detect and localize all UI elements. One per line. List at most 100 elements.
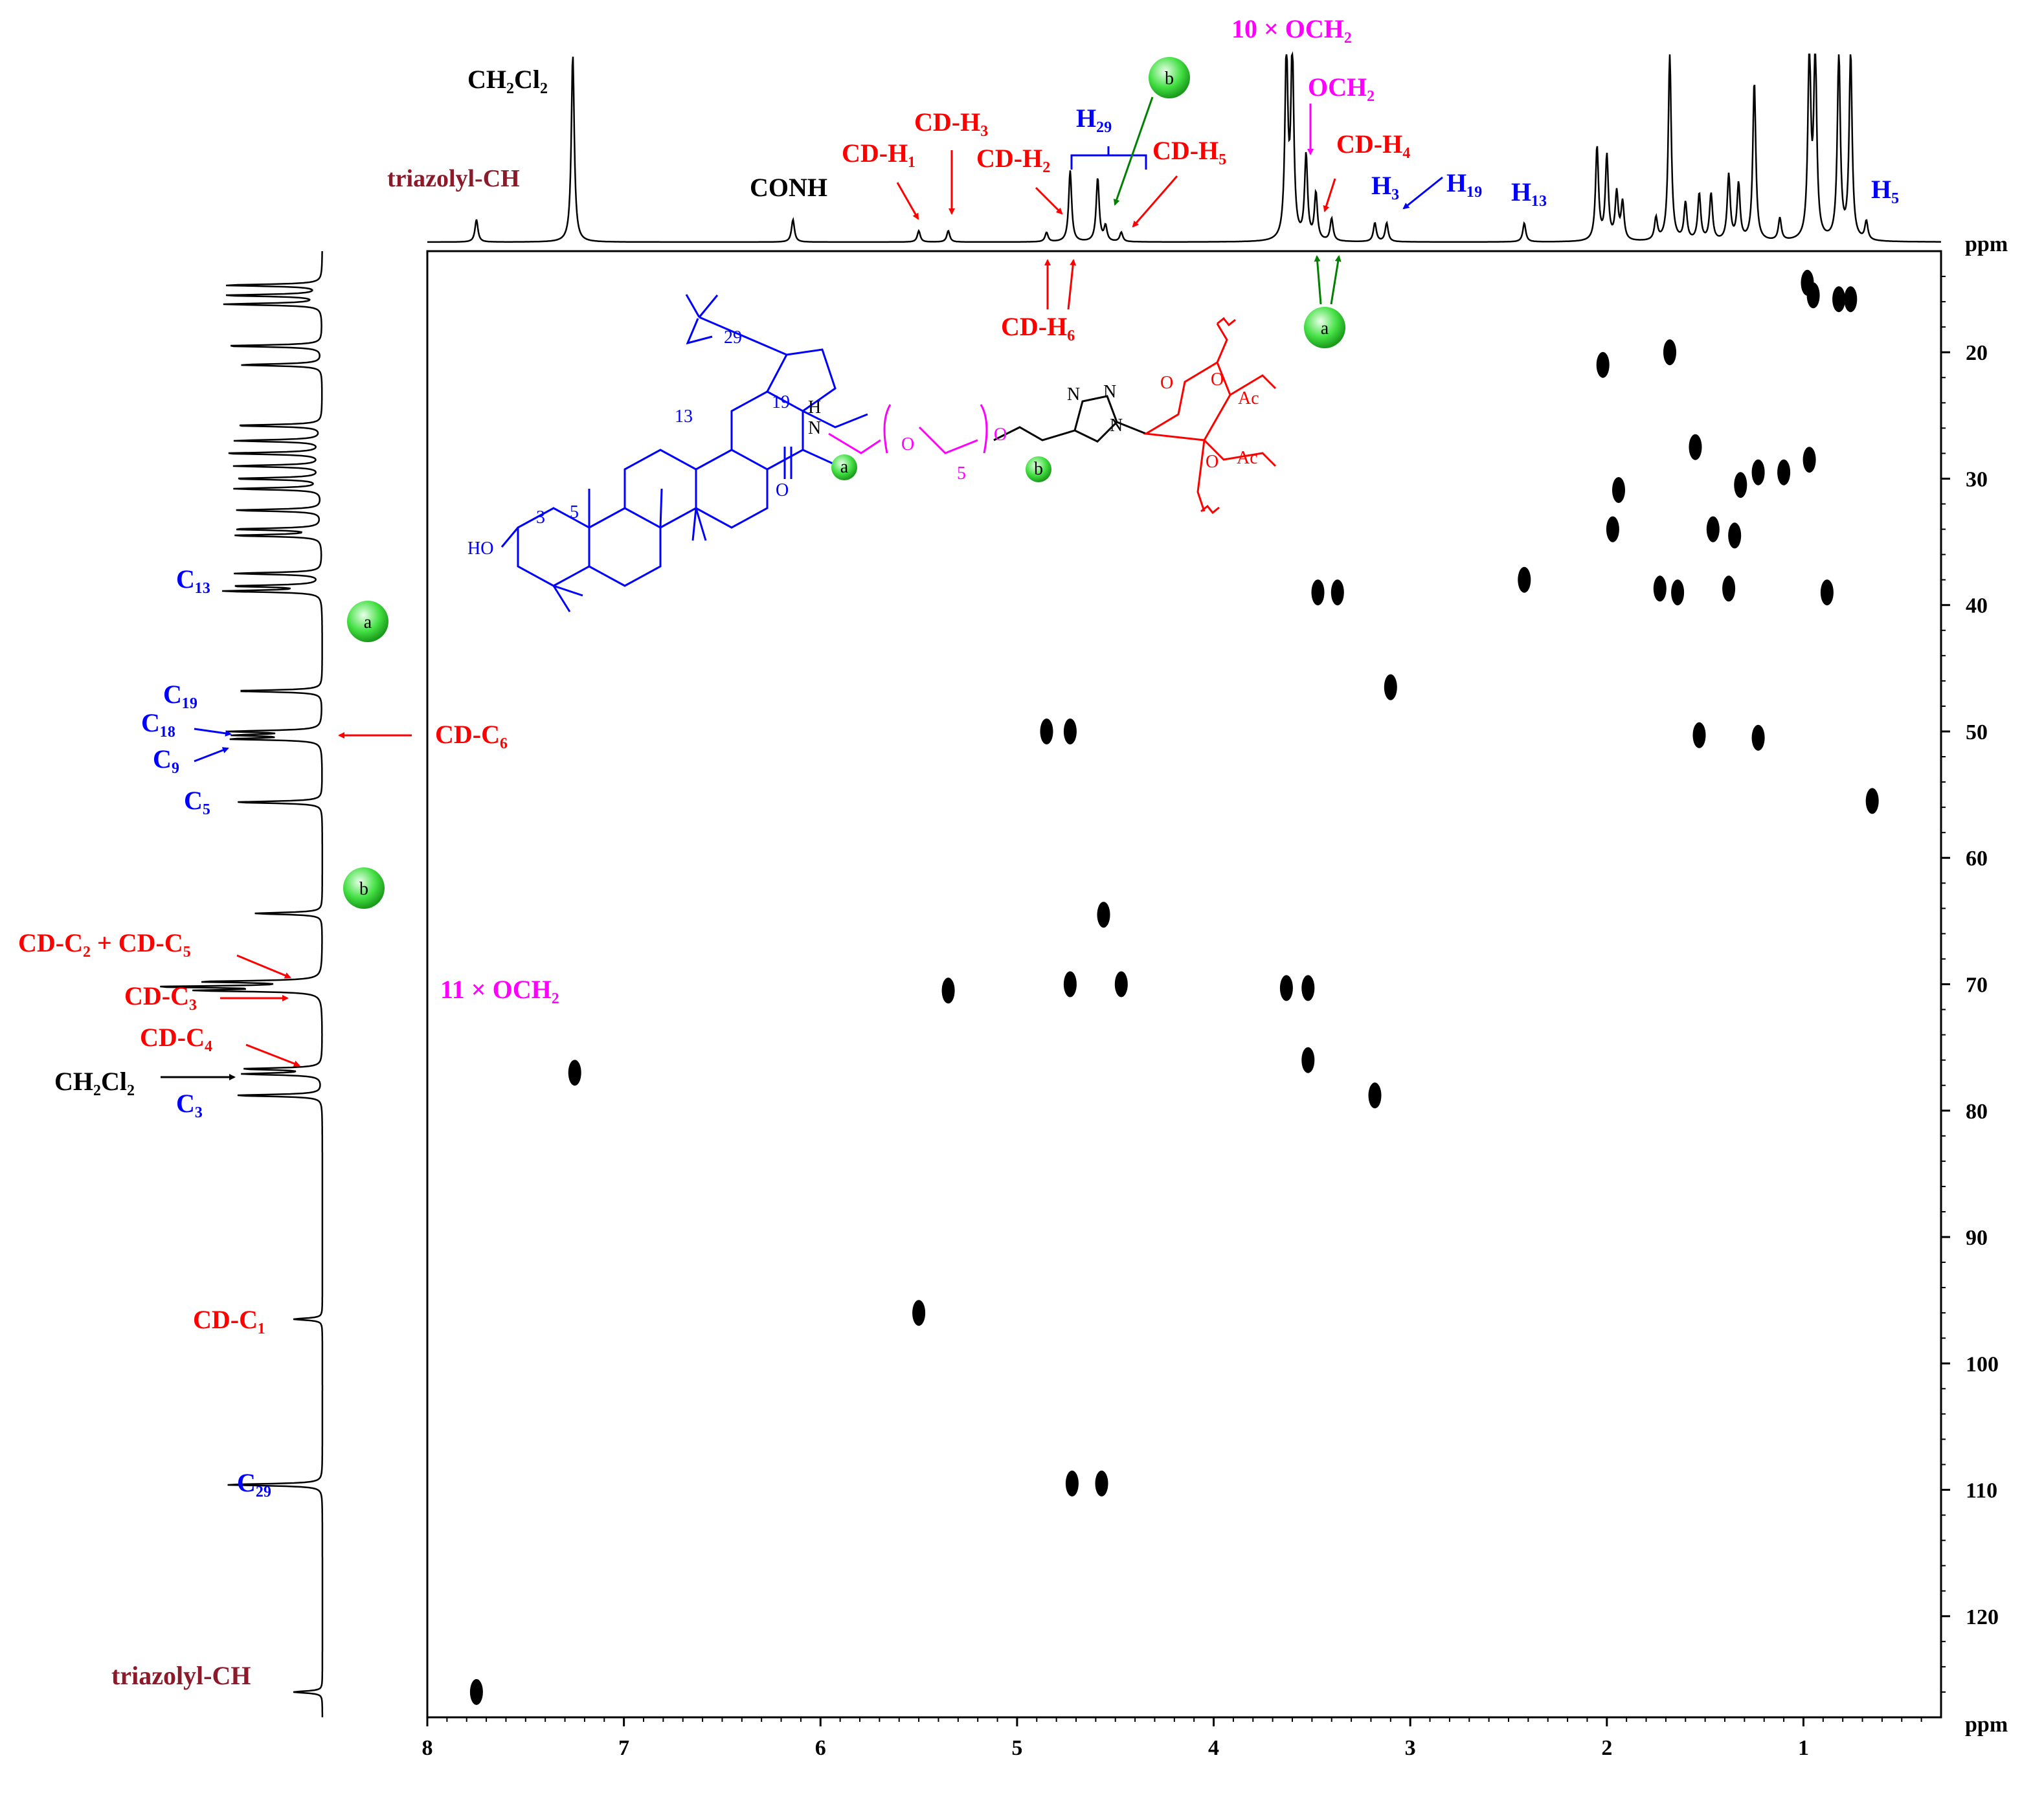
y-tick-label-70: 70: [1966, 974, 1988, 998]
y-tick-label-100: 100: [1966, 1352, 1999, 1376]
label-cd-c4: CD-C₄: [140, 1023, 212, 1052]
y-axis-ticks: 20 30 40 50 60 70 80 90 100 110 120: [1941, 276, 1999, 1693]
x-tick-label-7: 7: [618, 1736, 629, 1760]
struct-n-tri2: N: [1103, 382, 1116, 402]
label-cd-h2: CD-H₂: [976, 144, 1050, 173]
cross-peak-12: [1301, 975, 1315, 1001]
arrow-cd-h4: [1323, 178, 1336, 212]
cross-peak-15: [1301, 1047, 1315, 1073]
top-annotations: CH₂Cl₂ triazolyl-CH CONH CD-H₁ CD-H₃ CD-…: [387, 14, 1899, 348]
y-tick-label-80: 80: [1966, 1100, 1988, 1124]
struct-n29: 29: [724, 328, 742, 348]
cyclodextrin-unit: [1143, 317, 1277, 515]
label-cd-c1: CD-C₁: [193, 1305, 265, 1334]
struct-n5: 5: [570, 502, 579, 522]
arrow-h19: [1402, 176, 1443, 210]
cross-peak-6: [1063, 971, 1077, 998]
label-cd-c3: CD-C₃: [124, 981, 197, 1010]
label-cd-h6: CD-H₆: [1001, 312, 1075, 341]
cross-peak-26: [1751, 459, 1765, 485]
cross-peak-38: [1806, 282, 1820, 309]
cross-peak-17: [1384, 674, 1397, 700]
y-tick-label-50: 50: [1966, 720, 1988, 744]
triazole-ring: [1073, 395, 1147, 443]
cross-peak-32: [1671, 579, 1685, 606]
struct-marker-a: [831, 454, 857, 480]
cross-peak-3: [941, 977, 955, 1004]
struct-o-ring: O: [1160, 373, 1173, 393]
cross-peak-7: [1114, 971, 1128, 998]
cross-peak-1: [568, 1060, 581, 1086]
cross-peak-22: [1606, 516, 1619, 542]
label-c9: C₉: [153, 744, 179, 774]
cross-peak-0: [469, 1678, 483, 1705]
label-cd-h3: CD-H₃: [914, 107, 988, 137]
cross-peak-5: [1063, 719, 1077, 744]
label-cd-c2-c5: CD-C₂ + CD-C₅: [18, 928, 191, 957]
struct-rep5: 5: [957, 463, 966, 484]
struct-marker-b: [1026, 456, 1051, 482]
struct-n3: 3: [536, 507, 545, 528]
label-c3: C₃: [176, 1089, 203, 1118]
arrow-cd-c4: [245, 1043, 300, 1067]
struct-o-peg1: O: [901, 434, 914, 454]
y-tick-label-110: 110: [1966, 1479, 1997, 1503]
cross-peak-39: [1832, 286, 1846, 313]
label-h3: H₃: [1371, 171, 1399, 200]
y-tick-label-20: 20: [1966, 341, 1988, 365]
cross-peak-9: [1065, 1470, 1079, 1497]
x-tick-label-6: 6: [815, 1736, 826, 1760]
marker-a-left-text: a: [364, 612, 372, 632]
molecule-structure: HO 3 5 13 19 29 O H N O 5 O a b N N N: [467, 294, 1277, 612]
c13-spectrum-trace: [160, 251, 324, 1717]
cross-peak-34: [1820, 579, 1834, 606]
h1-spectrum-trace: [427, 51, 1941, 243]
y-tick-label-120: 120: [1966, 1605, 1999, 1629]
x-tick-label-3: 3: [1405, 1736, 1416, 1760]
label-cd-c6: CD-C₆: [435, 720, 508, 749]
left-annotations: C₁₃ a C₁₉ C₁₈ C₉ CD-C₆ C₅ b CD-C₂ + CD-C…: [18, 564, 559, 1690]
struct-n-tri1: N: [1067, 385, 1080, 405]
cross-peak-2: [912, 1300, 926, 1326]
label-c18: C₁₈: [141, 708, 175, 737]
arrow-cd-h2: [1035, 186, 1063, 215]
x-tick-label-8: 8: [422, 1736, 433, 1760]
label-top-ch2cl2: CH₂Cl₂: [467, 65, 548, 94]
y-axis-unit: ppm: [1965, 232, 2008, 256]
bracket-h29: [1070, 146, 1147, 170]
cross-peak-35: [1751, 724, 1765, 751]
label-11-och2: 11 × OCH₂: [440, 975, 559, 1004]
label-left-ch2cl2: CH₂Cl₂: [54, 1067, 135, 1096]
label-c29: C₂₉: [237, 1468, 271, 1497]
cross-peak-29: [1706, 516, 1720, 542]
arrow-cd-h5: [1132, 175, 1178, 228]
y-tick-label-90: 90: [1966, 1226, 1988, 1250]
label-cd-h5: CD-H₅: [1152, 136, 1226, 165]
cross-peak-28: [1803, 447, 1816, 473]
struct-nh: N: [808, 418, 821, 438]
x-tick-label-1: 1: [1798, 1736, 1809, 1760]
label-top-triazolyl: triazolyl-CH: [387, 165, 520, 192]
marker-b-top-text: b: [1165, 69, 1174, 89]
struct-ho: HO: [467, 539, 493, 559]
struct-ac1: Ac: [1238, 388, 1259, 408]
cross-peak-8: [1097, 902, 1110, 928]
marker-a-top-text: a: [1321, 318, 1329, 339]
cross-peak-31: [1653, 575, 1667, 602]
triterpene-core: [500, 294, 839, 612]
cross-peak-13: [1311, 579, 1325, 606]
linker-amide: [783, 410, 868, 479]
struct-marker-a-text: a: [840, 457, 849, 477]
cross-peak-20: [1663, 339, 1676, 366]
label-c13: C₁₃: [176, 564, 210, 594]
struct-n13: 13: [675, 407, 693, 427]
cross-peak-14: [1331, 579, 1344, 606]
y-tick-label-60: 60: [1966, 847, 1988, 871]
cross-peak-40: [1844, 286, 1858, 313]
cross-peak-19: [1596, 351, 1610, 378]
marker-b-left: [343, 867, 385, 909]
marker-a-left: [347, 601, 388, 642]
arrow-cd-h1: [896, 182, 919, 220]
arrow-c9: [194, 747, 229, 763]
